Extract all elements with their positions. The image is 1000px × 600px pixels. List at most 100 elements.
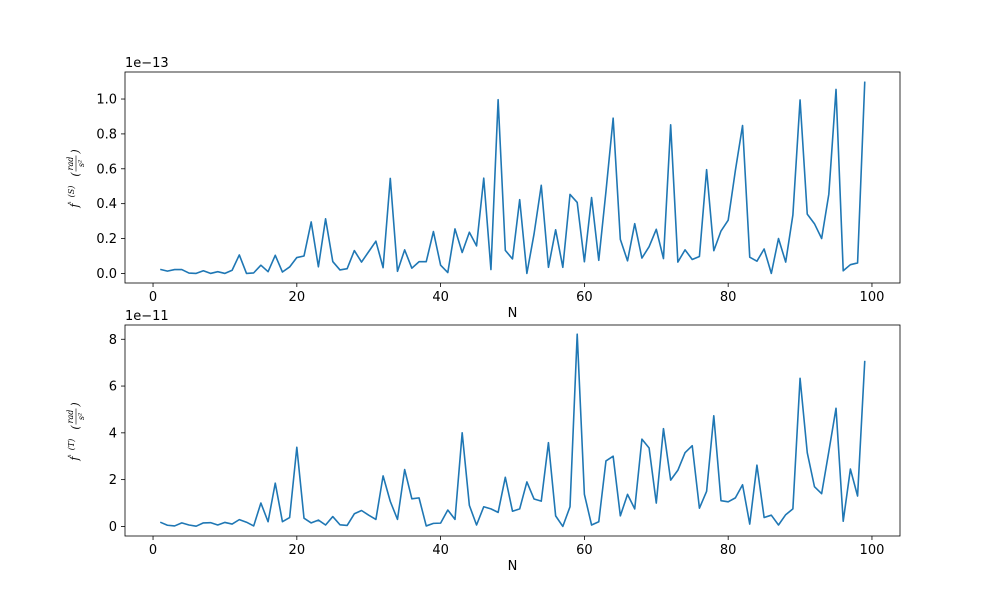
y-axis-lparen: ( [69, 425, 82, 430]
subplot-top: 0 20 40 60 80 100 0.0 0.2 0.4 0.6 0.8 1.0 1e−13 Nḟ (S)… [66, 56, 901, 321]
data-point [361, 261, 363, 263]
data-point [267, 521, 269, 523]
data-point [612, 117, 614, 119]
data-point [778, 524, 780, 526]
data-point [814, 486, 816, 488]
y-axis-unit-denominator: s² [77, 413, 86, 420]
data-point [318, 266, 320, 268]
data-point [677, 261, 679, 263]
data-point [828, 451, 830, 453]
data-point [828, 193, 830, 195]
y-axis-unit-numerator: rad [66, 157, 75, 171]
data-point [224, 522, 226, 524]
data-point [454, 228, 456, 230]
data-point [159, 521, 161, 523]
data-point [447, 272, 449, 274]
data-point [756, 260, 758, 262]
y-axis-label: ḟ (T) (rad s²) [66, 402, 86, 461]
data-point [720, 230, 722, 232]
data-point [433, 231, 435, 233]
data-point [181, 522, 183, 524]
data-point [469, 231, 471, 233]
data-point [742, 484, 744, 486]
data-point [519, 199, 521, 201]
data-point [404, 469, 406, 471]
data-point [857, 262, 859, 264]
data-point [267, 271, 269, 273]
data-point [289, 266, 291, 268]
x-axis-label: N [508, 559, 518, 574]
data-point [325, 218, 327, 220]
data-point [375, 519, 377, 521]
data-point [440, 522, 442, 524]
data-point [231, 269, 233, 271]
data-point [461, 432, 463, 434]
data-point [217, 524, 219, 526]
y-tick-label: 0.8 [96, 127, 117, 142]
data-point [691, 259, 693, 261]
data-point [771, 514, 773, 516]
data-point [181, 269, 183, 271]
data-point [310, 522, 312, 524]
x-tick-label: 40 [432, 543, 449, 558]
axes-frame [124, 71, 901, 284]
data-point [655, 502, 657, 504]
y-axis-rparen: ) [69, 402, 82, 407]
data-point [799, 99, 801, 101]
data-point [246, 273, 248, 275]
data-point [260, 502, 262, 504]
data-point [332, 261, 334, 263]
data-point [526, 481, 528, 483]
data-point [576, 202, 578, 204]
data-point [167, 270, 169, 272]
data-point [231, 523, 233, 525]
data-point [289, 517, 291, 519]
x-tick-label: 0 [149, 290, 157, 305]
data-point [239, 254, 241, 256]
data-point [806, 452, 808, 454]
data-point [663, 258, 665, 260]
data-point [540, 500, 542, 502]
y-axis-lparen: ( [69, 172, 82, 177]
data-point [706, 169, 708, 171]
data-point [850, 468, 852, 470]
data-point [505, 476, 507, 478]
data-point [598, 521, 600, 523]
data-point [303, 255, 305, 257]
series-line [159, 333, 866, 528]
data-point [174, 269, 176, 271]
data-point [203, 522, 205, 524]
data-point [274, 482, 276, 484]
data-point [425, 525, 427, 527]
data-point [195, 273, 197, 275]
data-point [627, 260, 629, 262]
data-point [598, 260, 600, 262]
data-point [548, 442, 550, 444]
data-point [735, 170, 737, 172]
data-point [461, 252, 463, 254]
data-point [490, 269, 492, 271]
data-point [296, 257, 298, 259]
data-point [677, 469, 679, 471]
data-point [655, 228, 657, 230]
data-point [203, 270, 205, 272]
data-point [483, 177, 485, 179]
data-point [569, 506, 571, 508]
data-point [418, 261, 420, 263]
data-point [354, 513, 356, 515]
x-tick-label: 80 [720, 290, 737, 305]
data-point [512, 510, 514, 512]
data-point [771, 273, 773, 275]
data-point [713, 250, 715, 252]
x-tick-label: 80 [720, 543, 737, 558]
y-axis-multiplier: 1e−11 [125, 309, 169, 324]
data-point [346, 525, 348, 527]
data-point [835, 89, 837, 91]
data-point [418, 497, 420, 499]
data-point [159, 269, 161, 271]
data-point [576, 333, 578, 335]
y-tick-label: 0.0 [96, 267, 117, 282]
data-point [174, 525, 176, 527]
data-point [425, 261, 427, 263]
